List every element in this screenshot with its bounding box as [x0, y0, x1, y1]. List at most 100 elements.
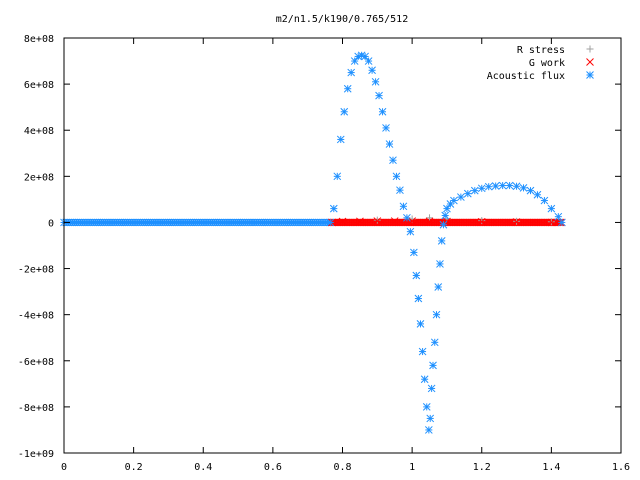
chart-title: m2/n1.5/k190/0.765/512 — [276, 14, 408, 25]
data-point — [432, 310, 441, 319]
data-point — [426, 414, 435, 423]
legend-label: R stress — [517, 45, 565, 56]
data-point — [382, 124, 390, 132]
y-tick-label: -1e+09 — [18, 449, 54, 460]
series-layer — [60, 51, 566, 434]
data-point — [373, 216, 381, 224]
data-point — [450, 196, 458, 205]
y-tick-label: -8e+08 — [18, 403, 54, 414]
data-point — [430, 338, 439, 347]
data-point — [427, 384, 436, 393]
y-tick-label: 2e+08 — [24, 172, 54, 183]
data-point — [350, 57, 359, 65]
data-point — [390, 217, 399, 225]
y-tick-label: 8e+08 — [24, 34, 54, 45]
data-point — [443, 204, 451, 213]
y-tick-label: 6e+08 — [24, 80, 54, 91]
data-point — [364, 57, 373, 65]
data-point — [406, 227, 415, 236]
data-point — [425, 217, 434, 226]
data-point — [540, 196, 549, 205]
data-point — [491, 182, 500, 190]
data-point — [457, 193, 465, 201]
data-point — [498, 181, 507, 190]
legend-label: Acoustic flux — [487, 71, 565, 82]
y-tick-label: -2e+08 — [18, 265, 54, 276]
data-point — [356, 217, 364, 226]
data-point — [429, 361, 437, 370]
data-point — [526, 186, 535, 195]
data-point — [477, 184, 486, 193]
data-point — [424, 426, 433, 434]
data-point — [512, 182, 521, 191]
data-point — [368, 66, 376, 75]
data-point — [336, 135, 345, 144]
data-point — [329, 204, 338, 213]
data-point — [470, 186, 479, 195]
data-point — [463, 189, 472, 198]
data-point — [519, 184, 528, 192]
data-point — [361, 52, 369, 61]
data-point — [547, 218, 556, 227]
data-point — [439, 220, 448, 229]
y-tick-label: 4e+08 — [24, 126, 54, 137]
y-tick-label: -4e+08 — [18, 311, 54, 322]
plot-frame — [63, 37, 622, 454]
data-point — [326, 218, 335, 227]
data-point — [426, 214, 434, 222]
data-point — [399, 202, 408, 211]
data-point — [436, 260, 444, 268]
data-point — [533, 190, 542, 199]
data-point — [392, 172, 401, 181]
data-point — [434, 283, 443, 291]
data-point — [557, 218, 566, 227]
data-point — [547, 204, 556, 213]
data-point — [343, 84, 352, 93]
x-tick-label: 0.8 — [333, 462, 351, 473]
data-point — [385, 140, 394, 148]
data-point — [375, 91, 383, 100]
data-point — [420, 375, 429, 384]
data-point — [416, 320, 425, 328]
data-point — [333, 172, 342, 181]
x-tick-label: 0.2 — [125, 462, 143, 473]
x-tick-label: 1.4 — [542, 462, 560, 473]
legend: R stress G work Acoustic flux — [487, 45, 594, 82]
x-tick-label: 0.6 — [264, 462, 282, 473]
x-tick-label: 1 — [409, 462, 415, 473]
data-point — [371, 77, 380, 86]
data-point — [478, 217, 486, 225]
data-point — [408, 217, 416, 225]
data-point — [505, 181, 514, 190]
legend-marker — [586, 71, 594, 79]
x-tick-label: 1.2 — [473, 462, 491, 473]
data-point — [396, 186, 404, 195]
data-point — [412, 271, 421, 280]
data-point — [347, 68, 356, 77]
data-point — [338, 217, 347, 226]
data-point — [414, 294, 423, 303]
x-tick-label: 1.6 — [612, 462, 630, 473]
y-tick-label: 0 — [48, 218, 54, 229]
legend-marker — [586, 58, 594, 66]
data-point — [389, 156, 397, 165]
x-tick-label: 0.4 — [194, 462, 212, 473]
y-tick-label: -6e+08 — [18, 357, 54, 368]
legend-label: G work — [529, 58, 565, 69]
data-point — [340, 107, 349, 116]
data-point — [477, 217, 486, 226]
data-point — [418, 347, 427, 356]
data-point — [378, 107, 387, 116]
data-point — [410, 248, 418, 257]
data-point — [422, 403, 431, 411]
x-tick-label: 0 — [61, 462, 67, 473]
data-point — [512, 218, 521, 226]
data-point — [484, 182, 493, 191]
data-point — [437, 237, 446, 245]
data-point — [441, 211, 450, 220]
data-point — [403, 213, 411, 222]
legend-marker — [586, 45, 594, 53]
data-point — [373, 217, 382, 225]
axes-layer: 0 0.2 0.4 0.6 0.8 1 1.2 1.4 1.6 8e+08 6e+08 4e+08 2e… — [18, 34, 630, 473]
